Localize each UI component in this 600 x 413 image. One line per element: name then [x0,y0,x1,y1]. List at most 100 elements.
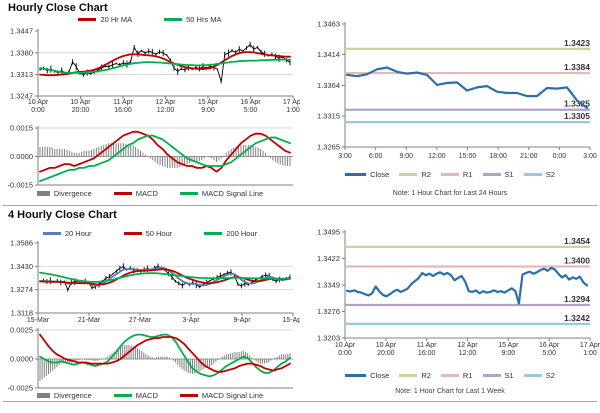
legend-swatch-s1 [482,173,501,176]
svg-text:1.3203: 1.3203 [317,334,340,343]
legend-swatch-s2 [523,374,542,377]
svg-text:16:00: 16:00 [418,350,436,357]
svg-text:27-Mar: 27-Mar [129,317,152,324]
svg-text:1.3313: 1.3313 [10,70,33,79]
legend-label: Close [370,170,390,179]
svg-text:1.3495: 1.3495 [317,228,340,237]
svg-text:21-Mar: 21-Mar [78,317,101,324]
legend-label: 20 Hr MA [100,15,133,24]
legend-item-200-hour: 200 Hour [204,229,257,238]
legend-label: S1 [504,170,514,179]
legend-item-r1: R1 [440,170,473,179]
legend-item-20-hr-ma: 20 Hr MA [78,15,132,24]
svg-text:12:00: 12:00 [157,107,175,114]
svg-text:15:00: 15:00 [459,153,477,160]
svg-text:5:00: 5:00 [244,107,258,114]
svg-text:9:00: 9:00 [399,153,413,160]
last-24-hours-chart-section: 1.3463 1.3414 1.3364 1.3315 1.3265 3:00 6:00 9:… [300,0,600,205]
svg-text:1.3422: 1.3422 [317,254,340,263]
svg-text:11 Apr: 11 Apr [113,99,133,106]
svg-text:1.3294: 1.3294 [564,294,590,304]
legend-item-macd-signal-line: MACD Signal Line [179,189,264,198]
legend-swatch-macd-signal-line [179,192,198,195]
svg-text:1.3414: 1.3414 [317,50,340,59]
legend-swatch-close [345,173,367,176]
svg-text:9-Apr: 9-Apr [233,317,251,324]
legend-swatch-r2 [399,173,418,176]
legend-label: Close [370,371,390,380]
svg-text:12 Apr: 12 Apr [457,342,478,349]
hourly-close-chart-section: Hourly Close Chart 20 Hr MA 50 Hrs MA 1.3… [0,0,300,205]
svg-text:5:00: 5:00 [542,350,556,357]
svg-text:1.3247: 1.3247 [10,92,33,101]
legend-item-divergence: Divergence [36,391,92,400]
svg-text:0.0015: 0.0015 [10,124,33,133]
svg-text:15 Apr: 15 Apr [498,342,519,349]
legend-item-close: Close [345,371,389,380]
legend-swatch-r2 [399,374,418,377]
svg-text:10 Apr: 10 Apr [28,99,49,106]
four-hourly-ma-legend: 20 Hour 50 Hour 200 Hour [0,229,300,238]
legend-swatch-20-hour [42,232,61,235]
legend-item-s2: S2 [523,170,555,179]
svg-text:18:00: 18:00 [489,153,507,160]
legend-label: R2 [421,371,431,380]
svg-text:20:00: 20:00 [377,350,395,357]
svg-text:0:00: 0:00 [31,107,45,114]
svg-text:1.3242: 1.3242 [564,313,590,323]
svg-text:1.3325: 1.3325 [564,99,590,109]
legend-item-s2: S2 [523,371,555,380]
svg-text:9:00: 9:00 [502,350,516,357]
legend-item-s1: S1 [482,371,514,380]
legend-swatch-s1 [482,374,501,377]
svg-text:1.3364: 1.3364 [317,81,340,90]
svg-text:16 Apr: 16 Apr [539,342,560,349]
svg-text:10 Apr: 10 Apr [335,342,356,349]
legend-label: S2 [545,371,555,380]
legend-swatch-macd-signal-line [179,394,198,397]
hourly-macd-legend: Divergence MACD MACD Signal Line [0,189,300,198]
legend-item-macd-signal-line: MACD Signal Line [179,391,264,400]
svg-text:15-Apr: 15-Apr [282,317,300,324]
svg-text:1.3274: 1.3274 [10,285,33,294]
svg-text:10 Apr: 10 Apr [376,342,397,349]
legend-label: MACD [135,189,158,198]
legend-label: 50 Hrs MA [186,15,222,24]
svg-text:1.3463: 1.3463 [317,20,340,29]
svg-text:20:00: 20:00 [72,107,90,114]
svg-text:1.3305: 1.3305 [564,111,590,121]
legend-label: R1 [462,371,473,380]
svg-text:1.3276: 1.3276 [317,307,340,316]
legend-item-r2: R2 [399,170,431,179]
legend-item-macd: MACD [113,391,158,400]
legend-swatch-divergence [36,393,50,398]
legend-label: Divergence [53,391,92,400]
legend-label: S2 [545,170,555,179]
svg-text:12:00: 12:00 [428,153,446,160]
legend-swatch-divergence [36,191,50,196]
svg-text:12 Apr: 12 Apr [155,99,176,106]
legend-swatch-20-hr-ma [78,18,97,21]
legend-label: R2 [421,170,431,179]
legend-label: MACD Signal Line [201,189,264,198]
svg-text:15 Apr: 15 Apr [198,99,219,106]
legend-label: MACD Signal Line [201,391,264,400]
last-1-week-legend: Close R2 R1 S1 S2 [300,371,600,380]
svg-text:16 Apr: 16 Apr [240,99,261,106]
svg-text:17 Apr: 17 Apr [283,99,300,106]
bottom-divider [3,401,597,402]
legend-swatch-r1 [440,374,459,377]
svg-text:0.0025: 0.0025 [10,326,33,335]
svg-text:9:00: 9:00 [201,107,215,114]
svg-text:1.3118: 1.3118 [11,309,33,318]
hourly-ma-legend: 20 Hr MA 50 Hrs MA [0,15,300,24]
legend-swatch-r1 [440,173,459,176]
svg-text:3-Apr: 3-Apr [182,317,200,324]
svg-text:0:00: 0:00 [553,153,567,160]
svg-text:3:00: 3:00 [583,153,597,160]
svg-text:1.3265: 1.3265 [317,143,340,152]
svg-text:16:00: 16:00 [114,107,132,114]
